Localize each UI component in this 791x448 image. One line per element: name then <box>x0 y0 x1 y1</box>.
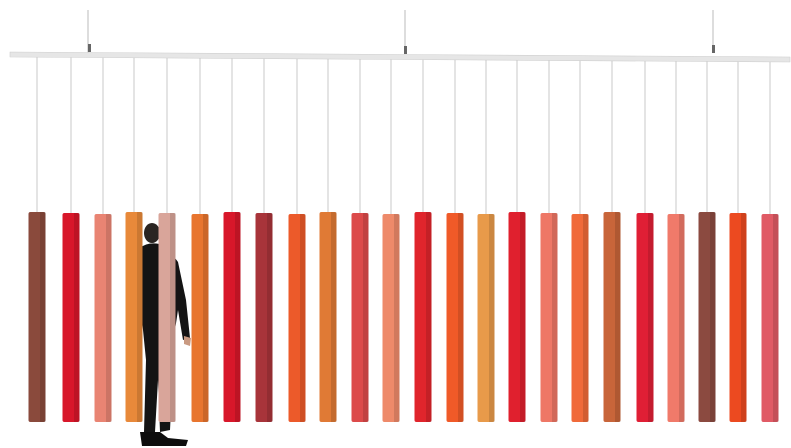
tube <box>540 213 558 422</box>
tube <box>446 213 464 422</box>
tube-shade <box>458 213 464 422</box>
tube-shade <box>583 214 589 422</box>
tube <box>158 213 176 422</box>
tube-shade <box>679 214 685 422</box>
tube-shade <box>363 213 369 422</box>
tube <box>508 212 526 422</box>
tube-shade <box>489 214 495 422</box>
cable-clamp <box>404 46 407 54</box>
tube-shade <box>710 212 716 422</box>
person-hand <box>184 336 191 346</box>
tube <box>698 212 716 422</box>
tube-shade <box>235 212 241 422</box>
tube <box>571 214 589 422</box>
tube <box>223 212 241 422</box>
tube <box>94 214 112 422</box>
tube <box>382 214 400 422</box>
rail <box>9 51 791 63</box>
cable-clamp <box>88 44 91 52</box>
tube-shade <box>741 213 747 422</box>
tube-shade <box>648 213 654 422</box>
tube-shade <box>300 214 306 422</box>
tube-shade <box>74 213 80 422</box>
tube <box>636 213 654 422</box>
person-shoes <box>140 432 188 446</box>
tubes <box>28 212 779 422</box>
person-head <box>144 223 160 243</box>
tube-shade <box>331 212 337 422</box>
cable-clamp <box>712 45 715 53</box>
tube-shade <box>137 212 143 422</box>
tube-shade <box>203 214 209 422</box>
tube <box>319 212 337 422</box>
tube-shade <box>267 213 273 422</box>
tube <box>351 213 369 422</box>
tube-shade <box>615 212 621 422</box>
tube <box>667 214 685 422</box>
tube <box>28 212 46 422</box>
tube-shade <box>170 213 176 422</box>
tube <box>603 212 621 422</box>
tube-shade <box>106 214 112 422</box>
tube-shade <box>552 213 558 422</box>
tube <box>477 214 495 422</box>
tube <box>729 213 747 422</box>
tube <box>191 214 209 422</box>
tube <box>125 212 143 422</box>
tube <box>414 212 432 422</box>
wires <box>36 57 771 214</box>
tube-shade <box>40 212 46 422</box>
tube-shade <box>426 212 432 422</box>
tube <box>288 214 306 422</box>
tube <box>761 214 779 422</box>
tube <box>255 213 273 422</box>
tube-shade <box>773 214 779 422</box>
tube-shade <box>394 214 400 422</box>
tube-shade <box>520 212 526 422</box>
tube <box>62 213 80 422</box>
